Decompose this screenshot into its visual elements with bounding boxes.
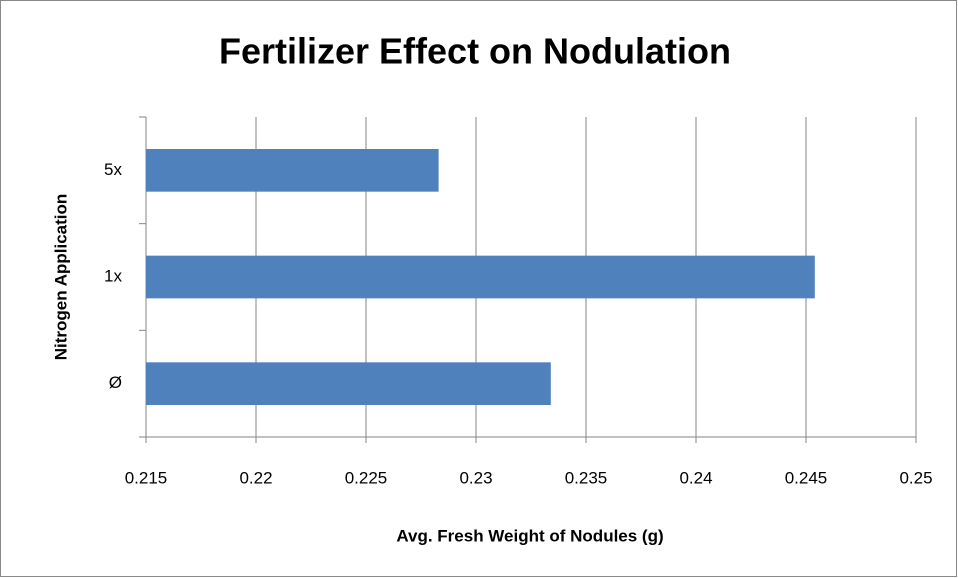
y-tick-label: 5x <box>104 160 122 179</box>
x-tick-label: 0.215 <box>125 468 168 487</box>
x-tick-label: 0.25 <box>899 468 932 487</box>
bar <box>146 149 439 192</box>
chart-title: Fertilizer Effect on Nodulation <box>219 31 731 72</box>
x-tick-label: 0.245 <box>785 468 828 487</box>
y-tick-label: 1x <box>104 266 122 285</box>
x-tick-label: 0.23 <box>459 468 492 487</box>
x-tick-label: 0.225 <box>345 468 388 487</box>
x-tick-label: 0.22 <box>239 468 272 487</box>
x-axis-title: Avg. Fresh Weight of Nodules (g) <box>396 526 663 545</box>
y-axis-title: Nitrogen Application <box>51 194 70 361</box>
bar <box>146 255 815 299</box>
x-tick-label: 0.235 <box>565 468 608 487</box>
x-tick-label: 0.24 <box>679 468 712 487</box>
y-tick-label: Ø <box>109 373 122 392</box>
bar <box>146 362 551 405</box>
